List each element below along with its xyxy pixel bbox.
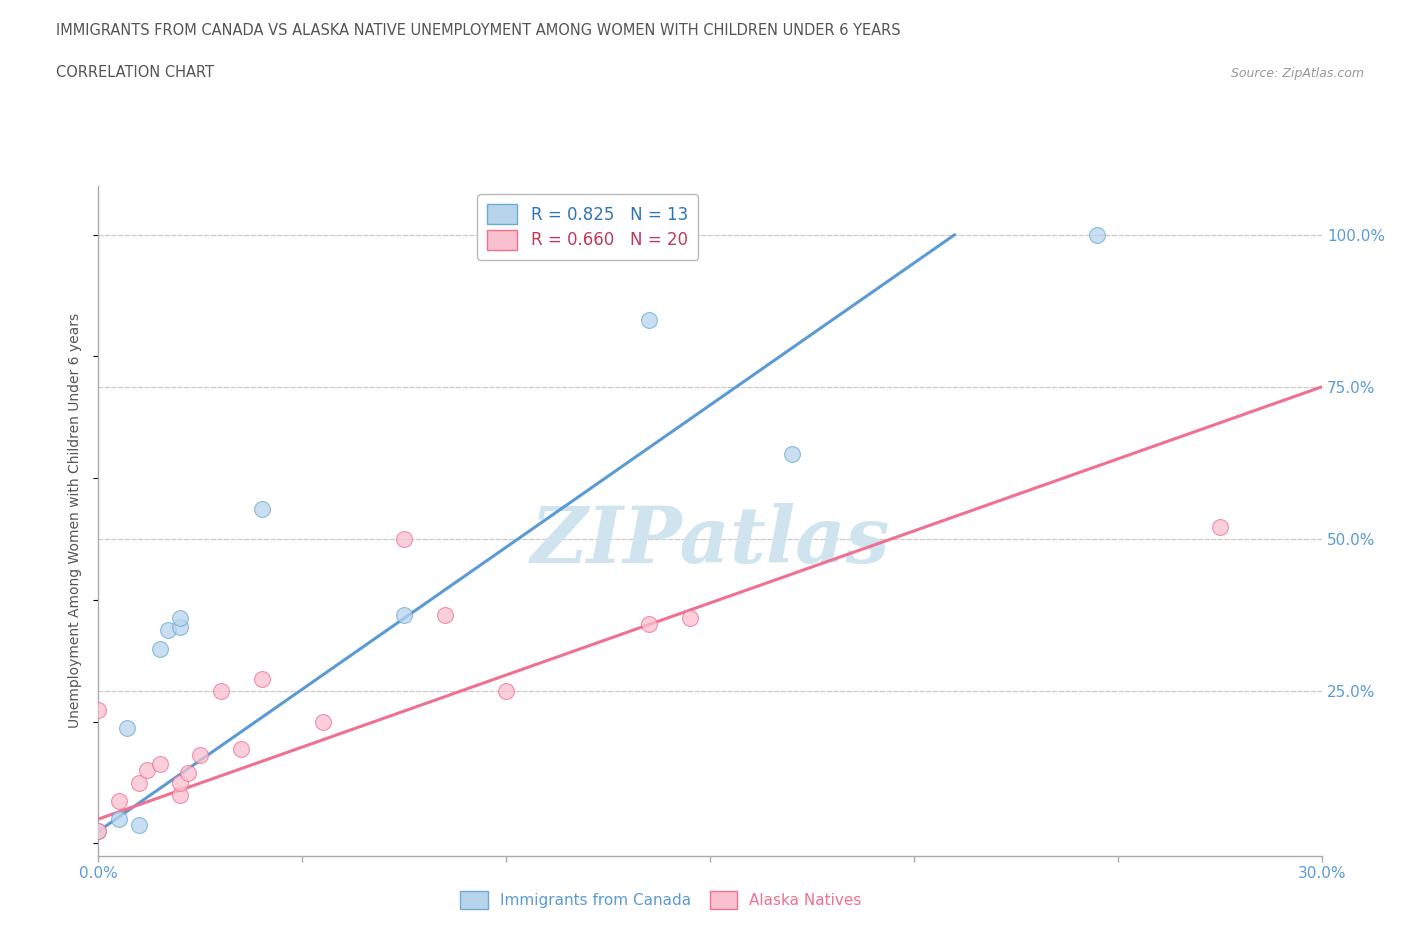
Text: CORRELATION CHART: CORRELATION CHART bbox=[56, 65, 214, 80]
Point bbox=[87, 824, 110, 839]
Point bbox=[188, 748, 212, 763]
Point bbox=[392, 607, 416, 622]
Point bbox=[108, 793, 131, 808]
Point bbox=[128, 775, 150, 790]
Point bbox=[149, 757, 172, 772]
Point bbox=[392, 532, 416, 547]
Y-axis label: Unemployment Among Women with Children Under 6 years: Unemployment Among Women with Children U… bbox=[69, 313, 83, 728]
Point bbox=[177, 766, 200, 781]
Text: Source: ZipAtlas.com: Source: ZipAtlas.com bbox=[1230, 67, 1364, 80]
Point bbox=[434, 607, 457, 622]
Point bbox=[169, 788, 191, 803]
Point bbox=[128, 817, 150, 832]
Text: ZIPatlas: ZIPatlas bbox=[530, 502, 890, 579]
Point bbox=[87, 824, 110, 839]
Point bbox=[149, 641, 172, 656]
Point bbox=[136, 763, 159, 777]
Point bbox=[1209, 520, 1232, 535]
Point bbox=[250, 671, 273, 686]
Point bbox=[169, 775, 191, 790]
Point bbox=[169, 620, 191, 635]
Point bbox=[312, 714, 335, 729]
Point bbox=[87, 702, 110, 717]
Point bbox=[1085, 227, 1108, 242]
Point bbox=[115, 721, 138, 736]
Point bbox=[679, 611, 702, 626]
Point bbox=[169, 611, 191, 626]
Point bbox=[638, 312, 661, 327]
Point bbox=[780, 446, 803, 461]
Point bbox=[638, 617, 661, 631]
Legend: Immigrants from Canada, Alaska Natives: Immigrants from Canada, Alaska Natives bbox=[454, 885, 868, 915]
Text: IMMIGRANTS FROM CANADA VS ALASKA NATIVE UNEMPLOYMENT AMONG WOMEN WITH CHILDREN U: IMMIGRANTS FROM CANADA VS ALASKA NATIVE … bbox=[56, 23, 901, 38]
Point bbox=[250, 501, 273, 516]
Point bbox=[231, 741, 253, 756]
Point bbox=[108, 812, 131, 827]
Point bbox=[495, 684, 517, 698]
Point bbox=[156, 623, 179, 638]
Point bbox=[209, 684, 232, 698]
